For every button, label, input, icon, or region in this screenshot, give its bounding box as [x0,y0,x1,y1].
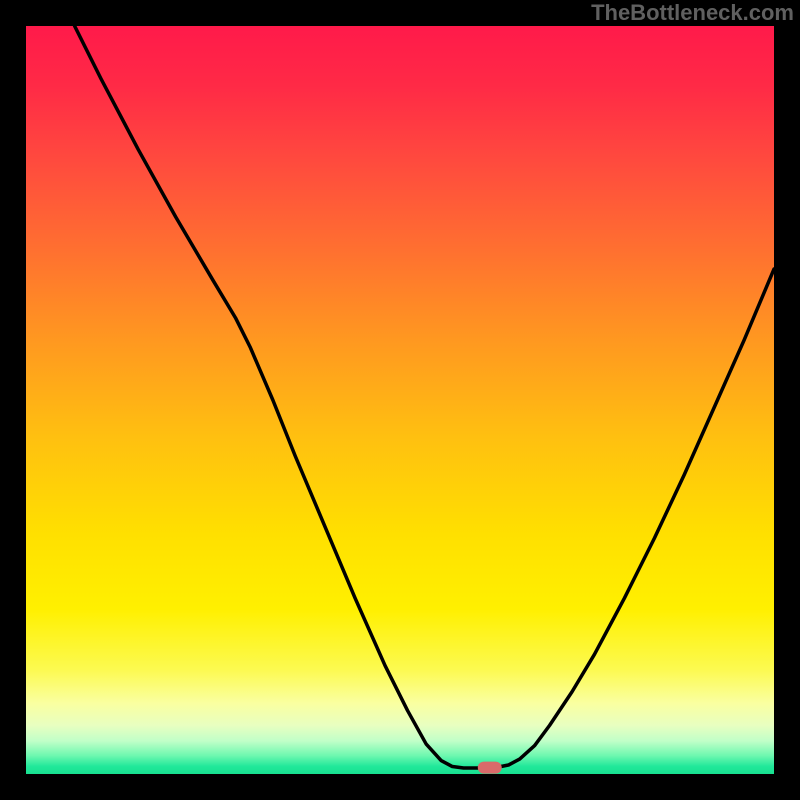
optimal-marker [478,762,502,774]
plot-svg [26,26,774,774]
watermark-text: TheBottleneck.com [591,0,794,26]
plot-frame [26,26,774,774]
gradient-background [26,26,774,774]
chart-container: { "watermark": { "text": "TheBottleneck.… [0,0,800,800]
